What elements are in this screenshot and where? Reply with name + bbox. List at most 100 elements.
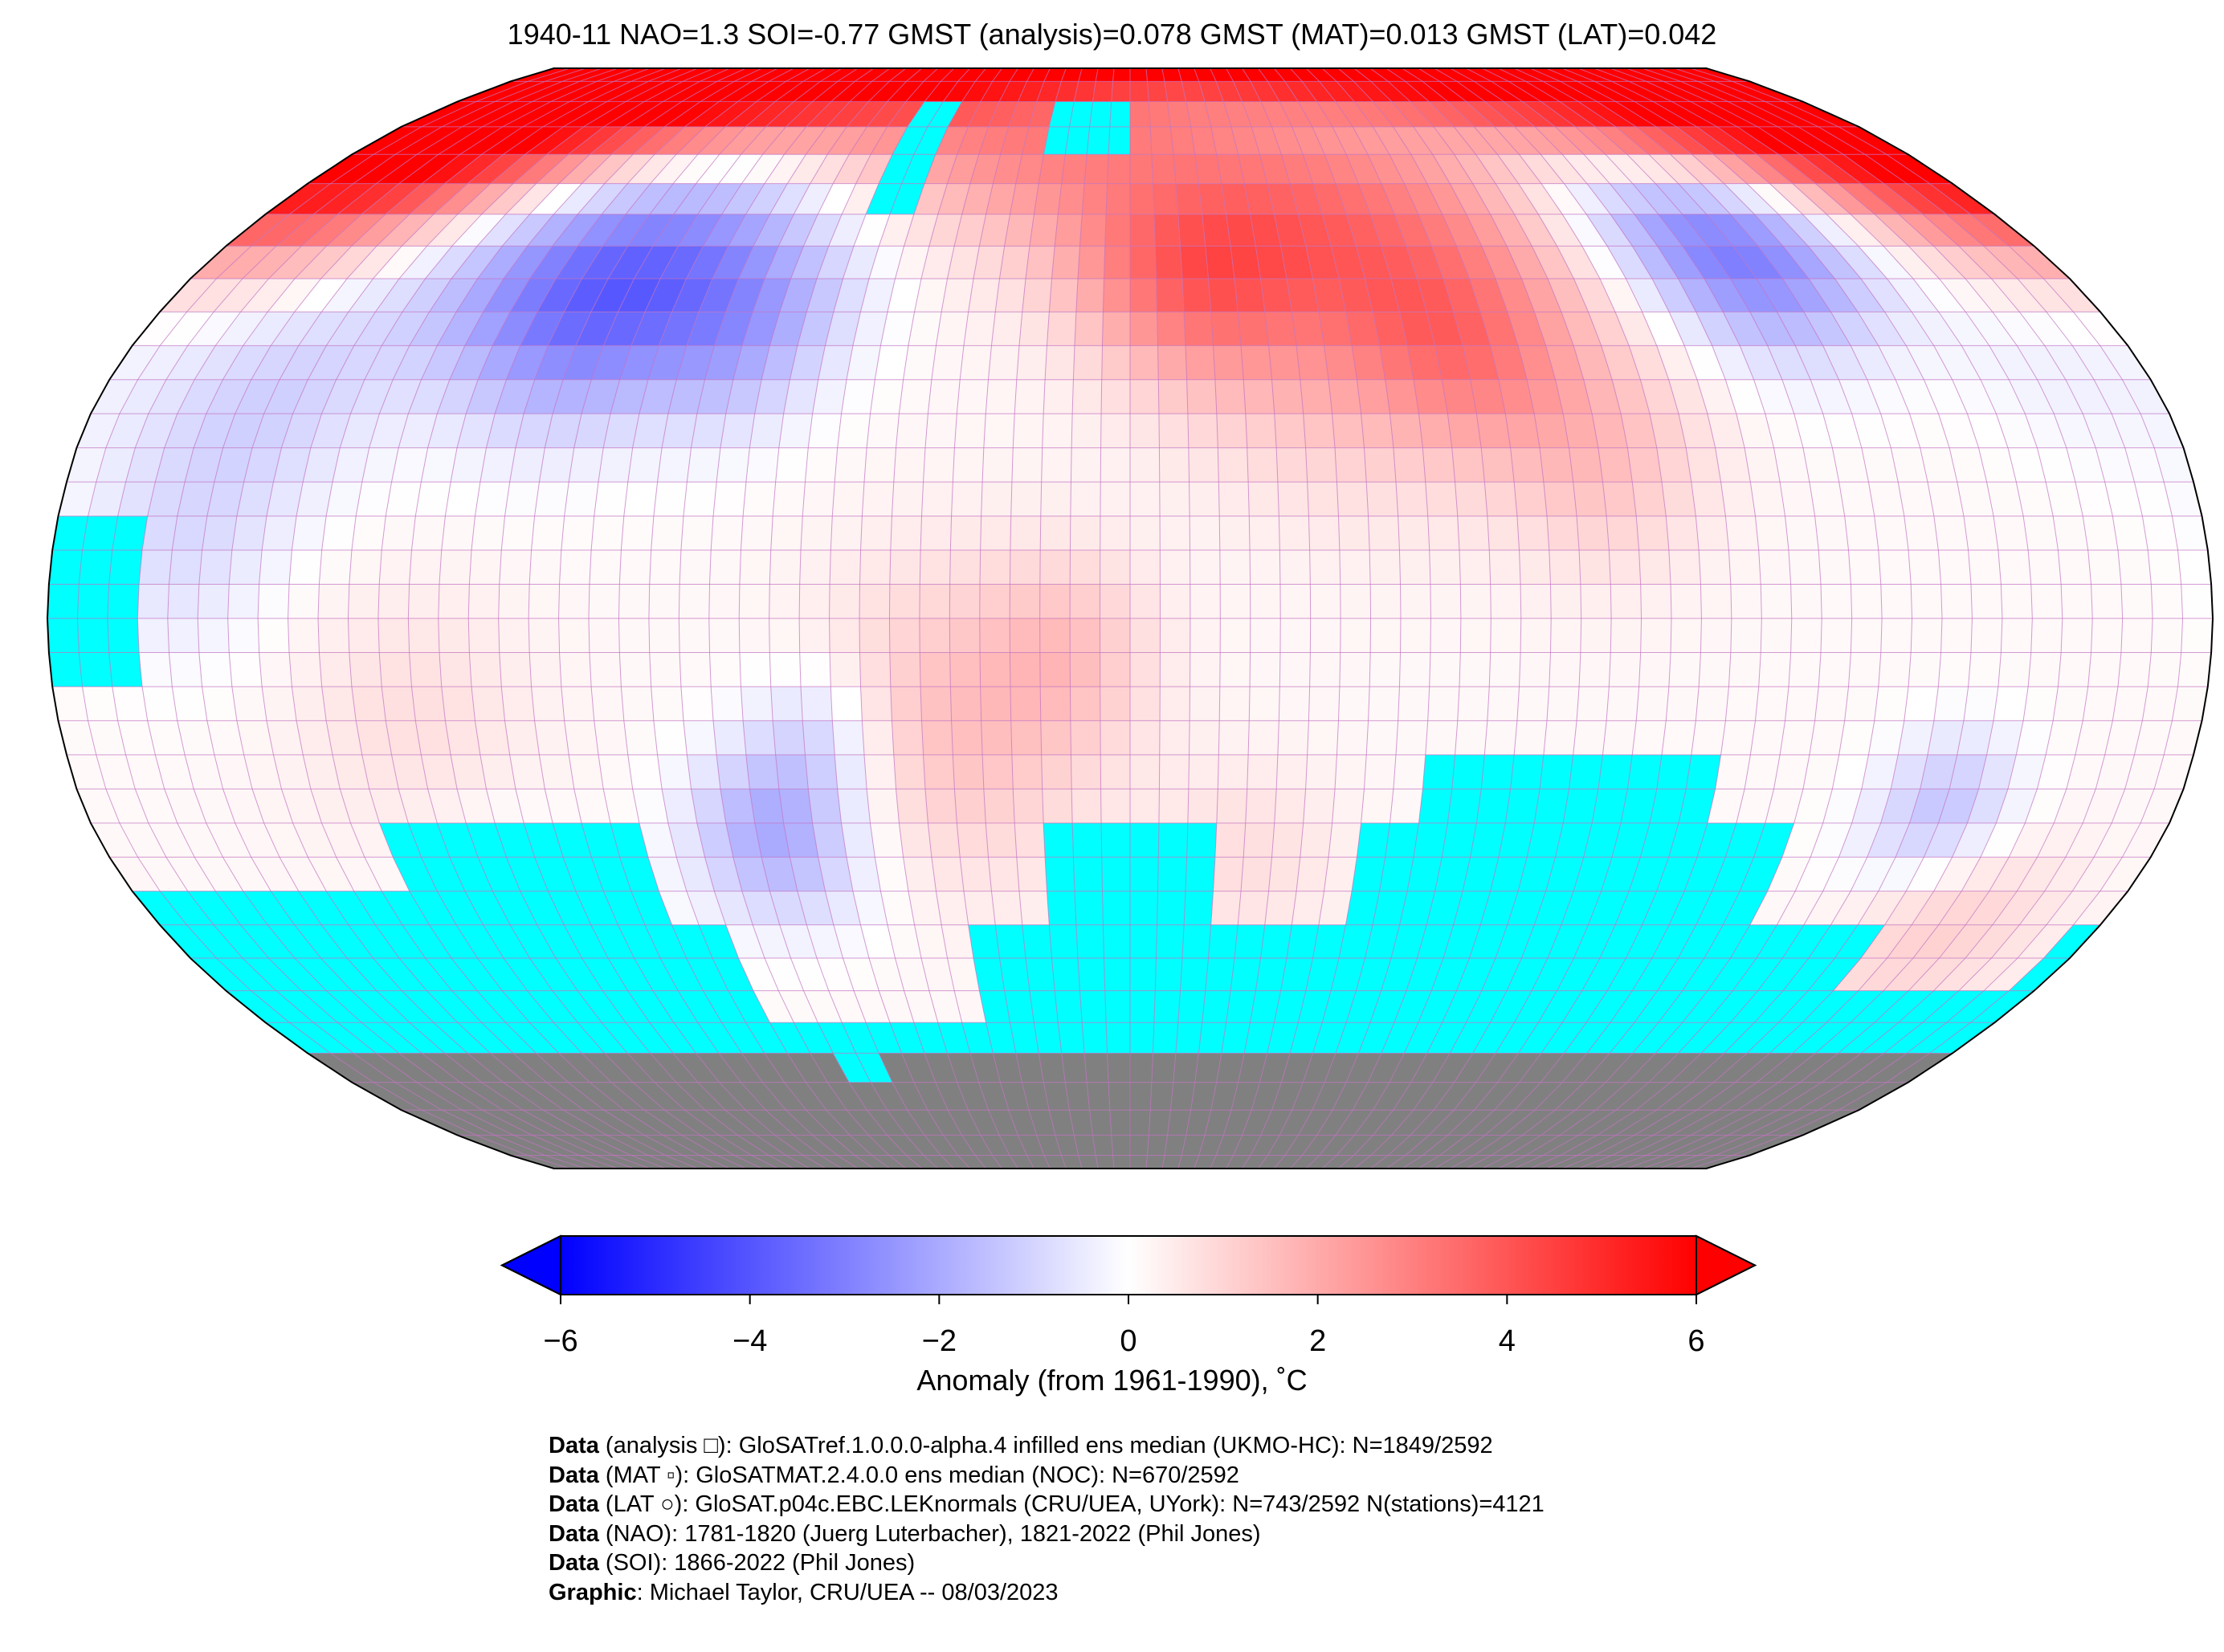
grid-cell — [1100, 652, 1130, 687]
grid-cell — [1279, 686, 1310, 721]
grid-cell — [495, 822, 535, 858]
grid-cell — [1218, 447, 1249, 483]
grid-cell — [2148, 550, 2181, 585]
grid-cell — [769, 891, 807, 925]
grid-cell — [1393, 1082, 1433, 1111]
grid-cell — [520, 891, 565, 925]
grid-cell — [2177, 550, 2212, 585]
grid-cell — [741, 154, 785, 184]
grid-cell — [288, 618, 320, 653]
grid-cell — [626, 183, 674, 214]
grid-cell — [2083, 516, 2118, 551]
grid-cell — [1601, 857, 1641, 891]
grid-cell — [652, 990, 698, 1023]
grid-cell — [1602, 482, 1637, 516]
grid-cell — [1185, 1110, 1211, 1136]
grid-cell — [1160, 516, 1190, 551]
grid-cell — [1696, 516, 1729, 551]
grid-cell — [1318, 891, 1353, 925]
grid-cell — [1214, 379, 1246, 414]
grid-cell — [979, 990, 1010, 1023]
grid-cell — [564, 924, 609, 959]
grid-cell — [1369, 550, 1401, 585]
grid-cell — [1547, 278, 1589, 312]
grid-cell — [630, 1155, 683, 1169]
grid-cell — [271, 312, 322, 346]
grid-cell — [1640, 584, 1671, 618]
grid-cell — [2083, 789, 2125, 823]
grid-cell — [1713, 154, 1770, 184]
grid-cell — [725, 379, 762, 414]
grid-cell — [1336, 720, 1369, 755]
grid-cell — [664, 1110, 720, 1136]
grid-cell — [159, 278, 217, 312]
grid-cell — [679, 652, 712, 687]
grid-cell — [1777, 891, 1823, 925]
grid-cell — [1725, 379, 1765, 414]
grid-cell — [1388, 1135, 1430, 1156]
grid-cell — [979, 584, 1010, 618]
grid-cell — [602, 183, 651, 214]
grid-cell — [1671, 101, 1738, 127]
grid-cell — [895, 246, 929, 279]
grid-cell — [1880, 618, 1912, 653]
grid-cell — [1130, 214, 1156, 247]
grid-cell — [931, 857, 964, 891]
grid-cell — [1749, 312, 1796, 346]
grid-cell — [1878, 652, 1912, 687]
grid-cell — [1356, 958, 1391, 991]
grid-cell — [899, 822, 932, 858]
grid-cell — [1767, 857, 1811, 891]
grid-cell — [936, 312, 969, 346]
grid-cell — [921, 246, 955, 279]
grid-cell — [954, 990, 986, 1023]
grid-cell — [1898, 214, 1959, 247]
grid-cell — [1657, 246, 1704, 279]
grid-cell — [961, 81, 993, 102]
grid-cell — [226, 214, 290, 247]
grid-cell — [258, 584, 290, 618]
grid-cell — [1833, 958, 1887, 991]
grid-cell — [132, 312, 187, 346]
grid-cell — [2164, 482, 2202, 516]
grid-cell — [1267, 81, 1299, 102]
grid-cell — [1701, 1022, 1755, 1054]
grid-cell — [741, 516, 773, 551]
grid-cell — [1249, 516, 1280, 551]
grid-cell — [1096, 1155, 1115, 1169]
grid-cell — [1844, 516, 1879, 551]
grid-cell — [1130, 652, 1161, 687]
grid-cell — [1074, 312, 1104, 346]
grid-cell — [2019, 312, 2073, 346]
grid-cell — [1963, 686, 1998, 721]
grid-cell — [720, 414, 755, 448]
grid-cell — [1130, 857, 1159, 891]
grid-cell — [1818, 126, 1887, 155]
grid-cell — [2053, 686, 2088, 721]
grid-cell — [1259, 1053, 1291, 1083]
grid-cell — [826, 1110, 869, 1136]
grid-cell — [1745, 754, 1781, 789]
grid-cell — [281, 414, 322, 448]
grid-cell — [169, 652, 202, 687]
grid-cell — [451, 447, 487, 483]
grid-cell — [1368, 516, 1400, 551]
grid-cell — [262, 686, 297, 721]
grid-cell — [618, 618, 650, 653]
grid-cell — [1089, 1110, 1112, 1136]
grid-cell — [417, 1082, 483, 1111]
grid-cell — [1312, 278, 1346, 312]
grid-cell — [529, 183, 582, 214]
grid-cell — [1946, 214, 2010, 247]
grid-cell — [266, 482, 304, 516]
grid-cell — [673, 1022, 719, 1054]
grid-cell — [739, 652, 771, 687]
grid-cell — [889, 1155, 922, 1169]
grid-cell — [137, 618, 169, 653]
grid-cell — [892, 1082, 928, 1111]
grid-cell — [738, 958, 779, 991]
grid-cell — [1732, 958, 1783, 991]
grid-cell — [1534, 312, 1574, 346]
grid-cell — [957, 1155, 986, 1169]
grid-cell — [1410, 1053, 1451, 1083]
